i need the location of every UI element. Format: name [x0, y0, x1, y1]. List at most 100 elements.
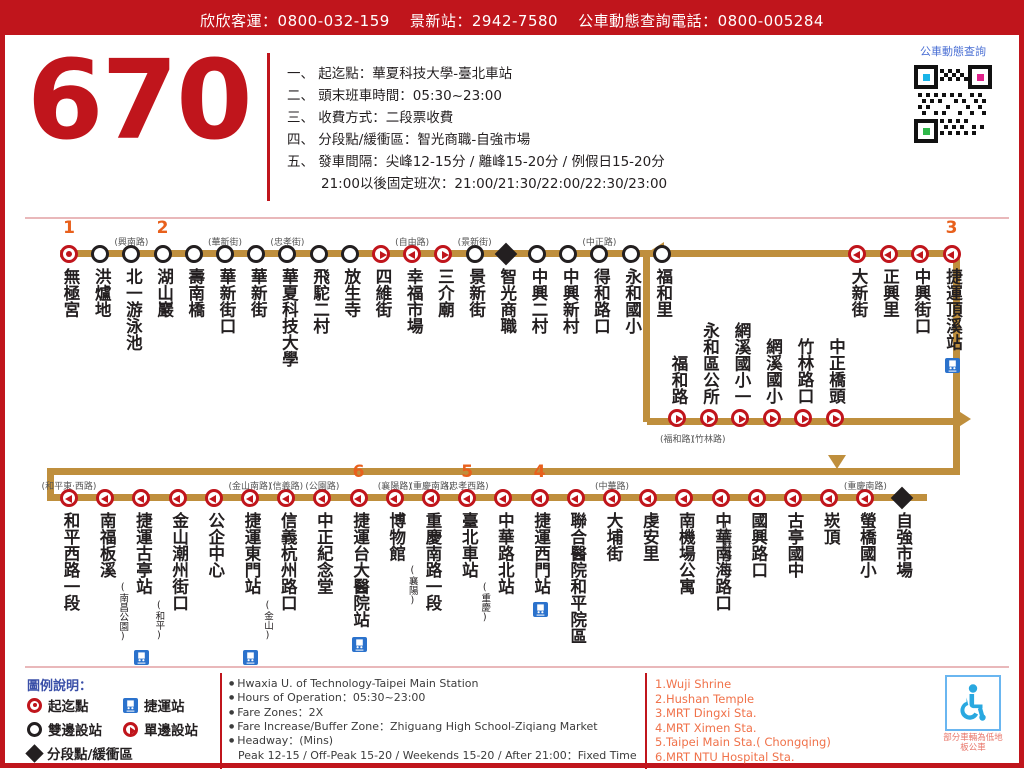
- legend-title: 圖例說明：: [27, 679, 93, 694]
- street-note-label: (信義路): [269, 482, 304, 492]
- one-side-stop-icon: [699, 409, 718, 427]
- bus-stop-label: 信義杭州路口: [278, 512, 298, 611]
- legend-item-both-sides: 雙邊設站: [27, 719, 102, 739]
- street-note-label: (中華路): [594, 482, 630, 492]
- legend-separator: [25, 666, 1009, 668]
- street-note-label: (竹林路): [691, 435, 726, 445]
- one-side-icon: [123, 721, 138, 737]
- bus-stop-label: 南機場公寓: [676, 512, 696, 595]
- street-note-label: (景新街): [457, 238, 492, 248]
- mrt-icon: [123, 697, 138, 713]
- bus-stop-label: 重慶南路一段: [423, 512, 442, 611]
- both-sides-stop-icon: [278, 245, 297, 263]
- bus-stop-label: 大新街: [849, 268, 868, 318]
- both-sides-stop-icon: [652, 245, 671, 263]
- one-side-stop-icon: [711, 489, 730, 507]
- bus-stop-label: 幸福市場: [404, 268, 424, 334]
- bus-stop-label: 正興里: [880, 268, 900, 318]
- bus-stop-label: 福和路: [669, 354, 688, 405]
- route-info-line: 二、 頭末班車時間：05:30~23:00: [287, 88, 502, 104]
- english-info-list: Hwaxia U. of Technology-Taipei Main Stat…: [229, 677, 637, 763]
- bus-stop-label: 國興路口: [748, 512, 768, 578]
- both-sides-stop-icon: [559, 245, 578, 263]
- one-side-stop-icon: [639, 489, 658, 507]
- bus-stop-label: 南福板溪: [97, 512, 117, 578]
- qr-block: 公車動態查詢: [899, 43, 1007, 147]
- route-line-loop-vertical: [643, 250, 650, 422]
- one-side-stop-icon: [794, 409, 812, 427]
- one-side-stop-icon: [668, 409, 686, 427]
- landmark-item: 5.Taipei Main Sta.( Chongqing): [655, 735, 831, 749]
- bus-stop-label: 和平西路一段: [61, 512, 80, 611]
- legend-item-segment: 分段點/緩衝區: [25, 743, 133, 763]
- bus-stop-label: 華新街口: [217, 268, 236, 334]
- bus-stop-label: 古亭國中: [785, 512, 804, 578]
- both-sides-stop-icon: [528, 245, 546, 263]
- accessibility-caption: 部分車輛為低地板公車: [943, 733, 1003, 753]
- bus-stop-label: 中興二村: [529, 268, 548, 334]
- both-sides-stop-icon: [621, 245, 640, 263]
- contact-header-bar: 欣欣客運：0800-032-159 景新站：2942-7580 公車動態查詢電話…: [5, 5, 1019, 35]
- mrt-glyph: [126, 699, 135, 712]
- wheelchair-icon: [945, 675, 1001, 731]
- one-side-stop-icon: [747, 489, 766, 507]
- qr-code-icon[interactable]: [910, 61, 996, 147]
- english-info-line: Fare Zones：2X: [229, 706, 637, 720]
- bus-stop-label: 大埔街: [604, 512, 623, 562]
- segment-point-icon: [890, 486, 913, 510]
- segment-point-icon: [494, 242, 518, 266]
- both-sides-icon: [27, 721, 42, 737]
- street-note-label: (自由路): [395, 238, 430, 248]
- route-info-list: 一、 起迄點：華夏科技大學-臺北車站 二、 頭末班車時間：05:30~23:00…: [287, 63, 667, 195]
- both-sides-stop-icon: [465, 245, 484, 263]
- landmark-number-label: 2: [156, 218, 169, 238]
- street-note-label: (公園路): [305, 482, 340, 492]
- one-side-stop-icon: [349, 489, 368, 507]
- bus-stop-label: 中正紀念堂: [314, 512, 334, 595]
- bus-stop-label: 捷運西門站: [531, 512, 551, 595]
- one-side-stop-icon: [942, 245, 961, 263]
- english-info-line: Headway：(Mins): [229, 734, 637, 748]
- landmark-item: 2.Hushan Temple: [655, 691, 755, 706]
- bus-stop-label: 捷運古亭站: [133, 512, 153, 595]
- landmark-item: 1.Wuji Shrine: [655, 677, 732, 691]
- bus-stop-label: 北一游泳池: [123, 268, 143, 351]
- landmark-item: 4.MRT Ximen Sta.: [655, 720, 757, 735]
- one-side-stop-icon: [372, 245, 390, 263]
- one-side-stop-icon: [422, 489, 440, 507]
- header-separator: [25, 217, 1009, 219]
- both-sides-stop-icon: [590, 245, 609, 263]
- legend-label: 分段點/緩衝區: [47, 747, 133, 763]
- bus-stop-sublabel: (襄陽): [406, 564, 418, 606]
- mrt-glyph: [948, 359, 956, 372]
- bus-stop-label: 金山潮州街口: [169, 512, 189, 611]
- one-side-stop-icon: [856, 489, 875, 507]
- one-side-stop-icon: [96, 489, 115, 507]
- bus-stop-label: 博物館: [386, 512, 406, 562]
- bus-stop-label: 景新街: [466, 268, 486, 318]
- operator-phone: 欣欣客運：0800-032-159: [200, 11, 390, 30]
- route-number: 670: [27, 36, 253, 164]
- english-info-line: Hours of Operation：05:30~23:00: [229, 691, 637, 705]
- mrt-glyph: [536, 603, 544, 616]
- one-side-stop-icon: [784, 489, 802, 507]
- both-sides-stop-icon: [184, 245, 203, 263]
- one-side-stop-icon: [848, 245, 866, 263]
- bus-stop-label: 得和路口: [591, 268, 611, 334]
- one-side-stop-icon: [277, 489, 296, 507]
- one-side-stop-icon: [60, 489, 78, 507]
- one-side-stop-icon: [241, 489, 259, 507]
- landmark-number-label: 1: [63, 218, 75, 238]
- route-info-line: 四、 分段點/緩衝區：智光商職-自強市場: [287, 132, 531, 148]
- one-side-stop-icon: [132, 489, 151, 507]
- bus-stop-label: 福和里: [653, 268, 673, 318]
- bus-stop-label: 中興街口: [912, 268, 931, 334]
- bus-stop-label: 捷運東門站: [242, 512, 261, 595]
- one-side-stop-icon: [675, 489, 694, 507]
- street-note-label: (忠孝西路): [445, 482, 489, 492]
- legend-item-terminal: 起迄點: [27, 695, 89, 715]
- arrow-down-icon: [828, 455, 846, 469]
- both-sides-stop-icon: [216, 245, 234, 263]
- bus-stop-label: 竹林路口: [795, 338, 814, 404]
- terminal-icon: [27, 697, 42, 713]
